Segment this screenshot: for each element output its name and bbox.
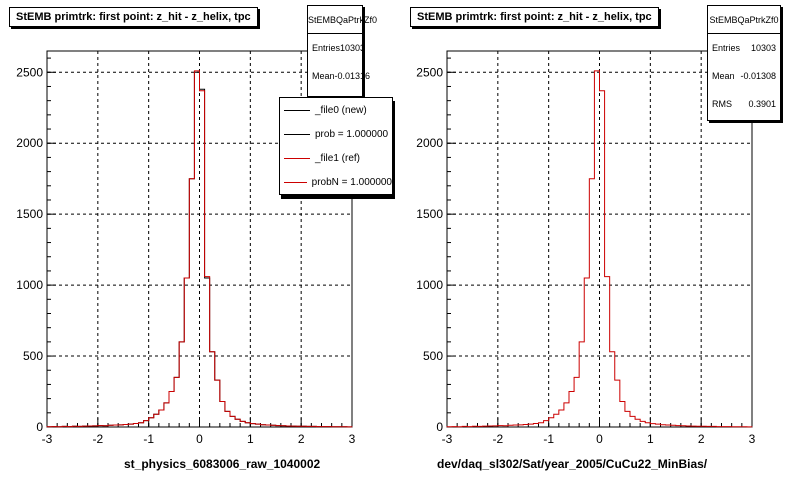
left-stats-box: StEMBQaPtrkZf0 Entries 10303 Mean -0.01316: [307, 5, 377, 97]
y-tick-label: 2500: [16, 65, 43, 79]
right-stats-mean: Mean -0.01308: [712, 71, 776, 81]
y-tick-label: 2000: [416, 136, 443, 150]
x-tick-label: -2: [92, 432, 103, 446]
histogram-series-1: [46, 70, 353, 428]
x-tick-label: -3: [42, 432, 53, 446]
x-tick-label: 3: [749, 432, 756, 446]
x-tick-label: 0: [596, 432, 603, 446]
y-tick-label: 1500: [416, 207, 443, 221]
right-stats-name: StEMBQaPtrkZf0: [708, 6, 780, 34]
legend-entry-probn: probN = 1.000000: [280, 170, 392, 194]
x-tick-label: 1: [647, 432, 654, 446]
x-tick-label: -1: [143, 432, 154, 446]
legend-entry-file1: _file1 (ref): [280, 146, 392, 170]
legend-entry-file0: _file0 (new): [280, 98, 392, 122]
y-tick-label: 500: [423, 349, 443, 363]
left-stats-name: StEMBQaPtrkZf0: [308, 6, 377, 34]
y-tick-label: 2000: [16, 136, 43, 150]
x-tick-label: -2: [492, 432, 503, 446]
right-stats-entries: Entries 10303: [712, 43, 776, 53]
right-stats-rms: RMS 0.3901: [712, 99, 776, 109]
y-tick-label: 0: [36, 420, 43, 434]
x-tick-label: 1: [247, 432, 254, 446]
right-stats-box: StEMBQaPtrkZf0 Entries 10303 Mean -0.01308…: [707, 5, 781, 121]
x-tick-label: 2: [698, 432, 705, 446]
right-x-axis-title: dev/daq_sl302/Sat/year_2005/CuCu22_MinBi…: [437, 457, 708, 471]
y-tick-label: 1000: [16, 278, 43, 292]
x-tick-label: 2: [298, 432, 305, 446]
y-tick-label: 1000: [416, 278, 443, 292]
left-plot-title: StEMB primtrk: first point: z_hit - z_he…: [9, 7, 258, 27]
x-tick-label: 0: [196, 432, 203, 446]
y-tick-label: 1500: [16, 207, 43, 221]
histogram-series-0: [446, 70, 753, 428]
x-tick-label: 3: [349, 432, 356, 446]
left-stats-entries: Entries 10303: [312, 43, 366, 53]
y-tick-label: 2500: [416, 65, 443, 79]
plot-0: -3 -2 -1 0 1 2 3 0 500 1000 1500 2000 2500: [16, 50, 356, 446]
y-tick-label: 0: [436, 420, 443, 434]
x-tick-label: -1: [543, 432, 554, 446]
right-plot-title: StEMB primtrk: first point: z_hit - z_he…: [410, 7, 659, 27]
left-x-axis-title: st_physics_6083006_raw_1040002: [124, 457, 321, 471]
legend-entry-prob: prob = 1.000000: [280, 122, 392, 146]
left-stats-mean: Mean -0.01316: [312, 71, 371, 81]
left-legend: _file0 (new) prob = 1.000000 _file1 (ref…: [279, 97, 393, 195]
y-tick-label: 500: [23, 349, 43, 363]
plot-1: -3 -2 -1 0 1 2 3 0 500 1000 1500 2000 2500: [416, 50, 756, 446]
x-tick-label: -3: [442, 432, 453, 446]
